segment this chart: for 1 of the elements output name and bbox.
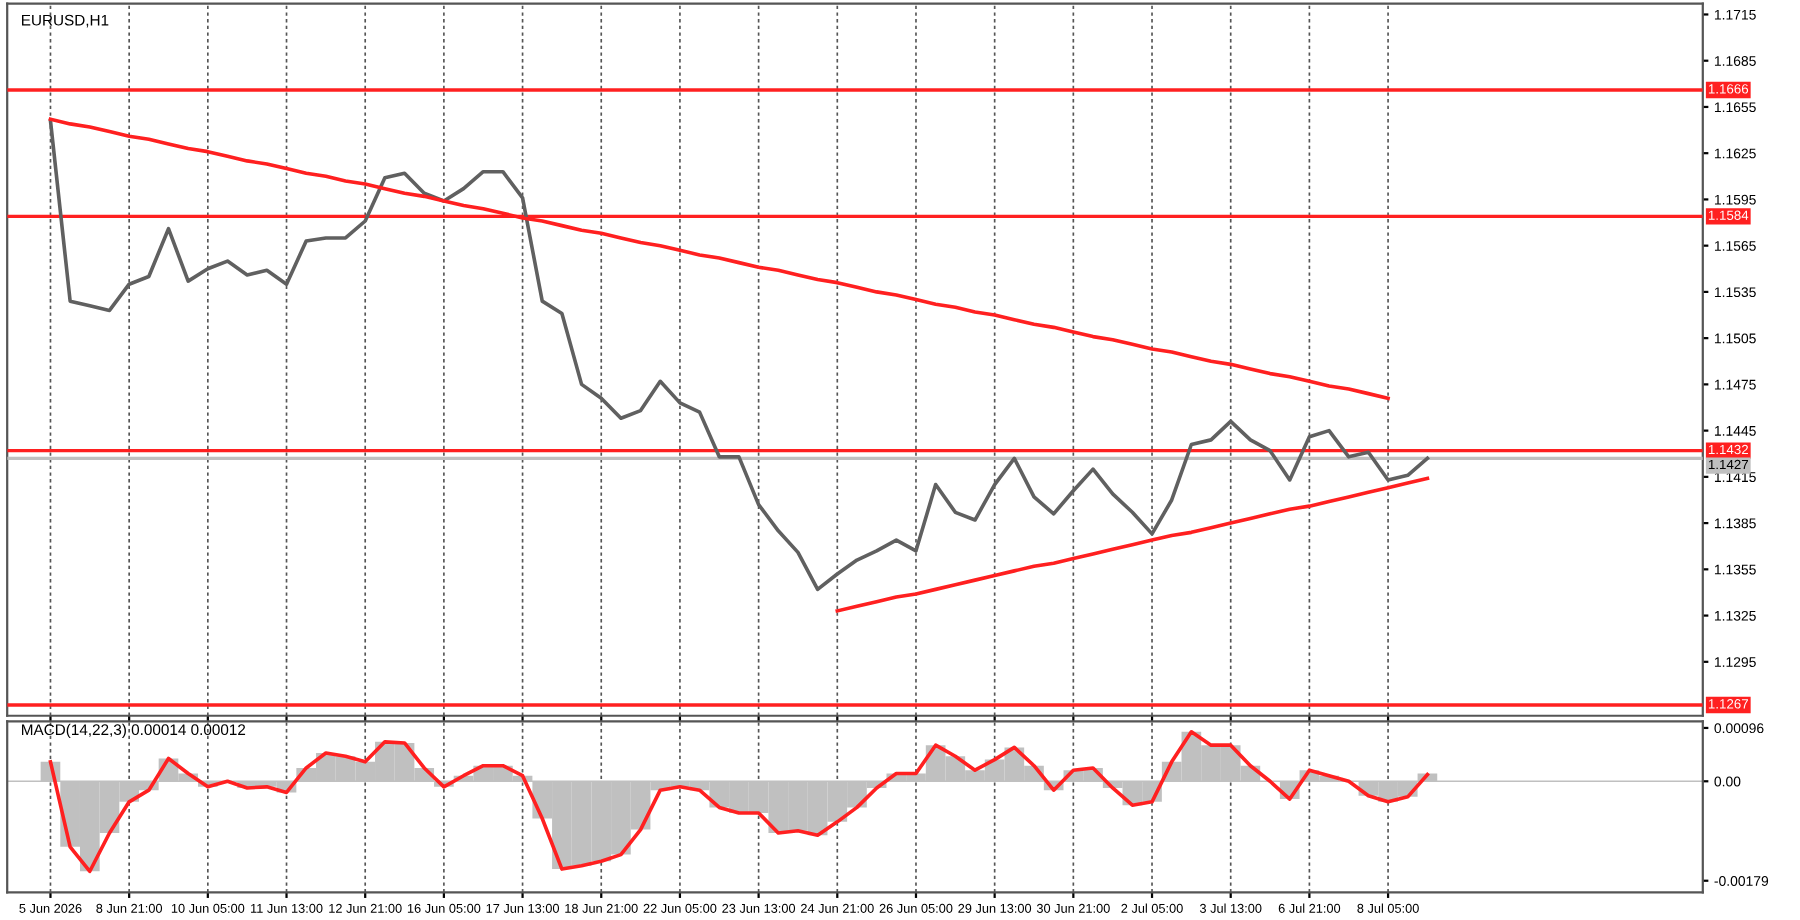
line-series [835, 476, 1430, 613]
